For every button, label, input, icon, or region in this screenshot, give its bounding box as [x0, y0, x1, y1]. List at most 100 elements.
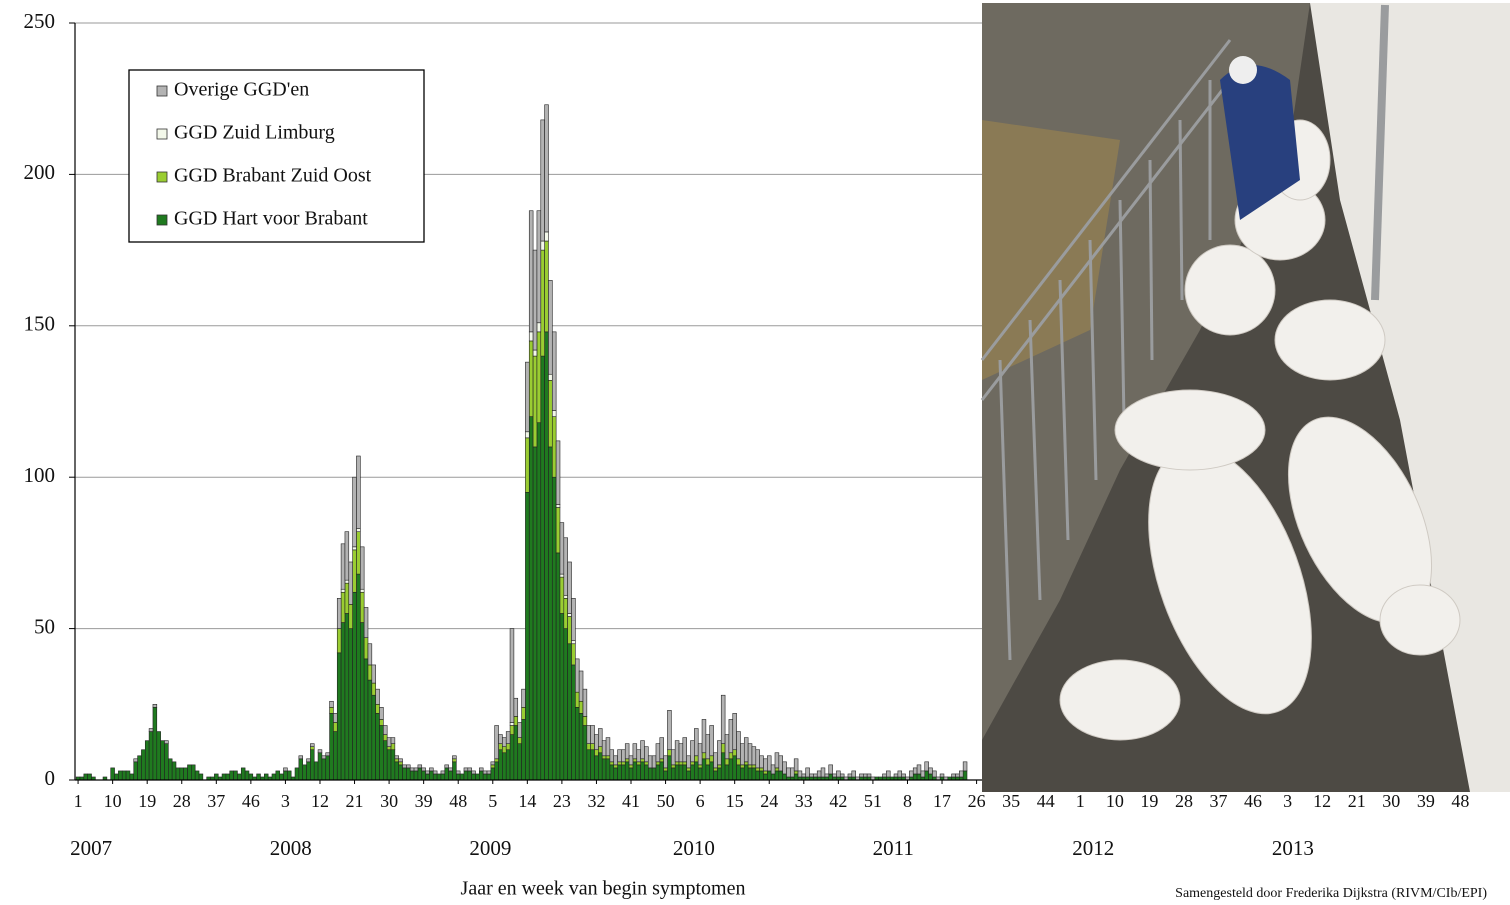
x-tick-label: 46: [242, 791, 260, 811]
bar-segment: [618, 762, 622, 765]
x-tick-label: 24: [760, 791, 778, 811]
bar-segment: [829, 765, 833, 774]
bar-segment: [675, 741, 679, 762]
bar-segment: [522, 719, 526, 780]
bar-segment: [264, 774, 268, 780]
bar-segment: [307, 762, 311, 780]
bar-segment: [679, 744, 683, 762]
bar-segment: [468, 768, 472, 771]
bar-segment: [679, 762, 683, 765]
bar-segment: [571, 644, 575, 665]
bar-segment: [307, 759, 311, 762]
bar-segment: [418, 768, 422, 780]
bar-segment: [783, 774, 787, 780]
bar-segment: [403, 768, 407, 780]
bar-segment: [614, 768, 618, 780]
bar-segment: [214, 774, 218, 780]
x-tick-label: 44: [1037, 791, 1055, 811]
bar-segment: [487, 774, 491, 780]
bar-segment: [909, 771, 913, 777]
x-tick-label: 21: [1348, 791, 1366, 811]
bar-segment: [333, 732, 337, 780]
bar-segment: [664, 768, 668, 771]
bar-segment: [748, 744, 752, 765]
bar-segment: [552, 417, 556, 478]
bar-segment: [721, 695, 725, 743]
bar-segment: [491, 768, 495, 780]
bar-segment: [821, 768, 825, 777]
bar-segment: [794, 774, 798, 780]
x-tick-label: 30: [380, 791, 398, 811]
bar-segment: [637, 762, 641, 765]
bar-segment: [349, 604, 353, 628]
bar-segment: [602, 759, 606, 780]
bar-segment: [199, 774, 203, 780]
bar-segment: [506, 744, 510, 750]
bar-segment: [364, 607, 368, 637]
bar-segment: [806, 768, 810, 777]
x-tick-label: 15: [726, 791, 744, 811]
bar-segment: [111, 768, 115, 780]
bar-segment: [368, 680, 372, 780]
bar-segment: [633, 762, 637, 780]
page: GGD Hart voor BrabantGGD Brabant Zuid Oo…: [0, 0, 1510, 905]
bar-segment: [445, 765, 449, 768]
bar-segment: [376, 704, 380, 713]
bar-segment: [88, 774, 92, 780]
bar-segment: [763, 774, 767, 780]
bar-segment: [740, 744, 744, 765]
bar-segment: [625, 762, 629, 780]
bar-segment: [149, 729, 153, 732]
bar-segment: [775, 753, 779, 768]
bar-segment: [763, 759, 767, 771]
bar-segment: [429, 768, 433, 771]
bar-segment: [414, 771, 418, 780]
bar-segment: [330, 707, 334, 713]
bar-segment: [356, 456, 360, 529]
bar-segment: [579, 713, 583, 780]
bar-segment: [575, 707, 579, 780]
bar-segment: [929, 774, 933, 780]
bar-segment: [917, 765, 921, 774]
bar-segment: [180, 768, 184, 780]
bar-segment: [406, 768, 410, 780]
bar-segment: [714, 771, 718, 780]
bar-segment: [257, 774, 261, 780]
bar-segment: [395, 762, 399, 780]
bar-segment: [664, 771, 668, 780]
bar-segment: [671, 768, 675, 780]
bar-segment: [472, 774, 476, 780]
bar-segment: [729, 759, 733, 780]
bar-segment: [556, 507, 560, 552]
bar-segment: [141, 750, 145, 780]
bar-segment: [379, 725, 383, 780]
year-label: 2012: [1072, 836, 1114, 860]
legend-label: GGD Zuid Limburg: [174, 122, 335, 144]
bar-segment: [533, 447, 537, 780]
bar-segment: [525, 432, 529, 438]
bar-segment: [445, 768, 449, 780]
bar-segment: [591, 725, 595, 743]
bar-segment: [345, 613, 349, 780]
bar-segment: [188, 765, 192, 780]
bar-segment: [591, 744, 595, 750]
bar-segment: [510, 725, 514, 734]
bar-segment: [395, 756, 399, 759]
bar-segment: [522, 707, 526, 719]
bar-segment: [372, 665, 376, 683]
bar-segment: [913, 774, 917, 780]
x-tick-label: 51: [864, 791, 882, 811]
bar-segment: [641, 741, 645, 759]
bar-segment: [360, 547, 364, 589]
x-tick-label: 19: [138, 791, 156, 811]
bar-segment: [491, 762, 495, 765]
legend-label: GGD Brabant Zuid Oost: [174, 165, 372, 187]
bar-segment: [514, 725, 518, 780]
bar-segment: [495, 759, 499, 762]
x-tick-label: 14: [518, 791, 536, 811]
bar-segment: [602, 741, 606, 756]
bar-segment: [698, 768, 702, 780]
bar-segment: [644, 765, 648, 780]
bar-segment: [333, 722, 337, 731]
bar-segment: [545, 241, 549, 332]
